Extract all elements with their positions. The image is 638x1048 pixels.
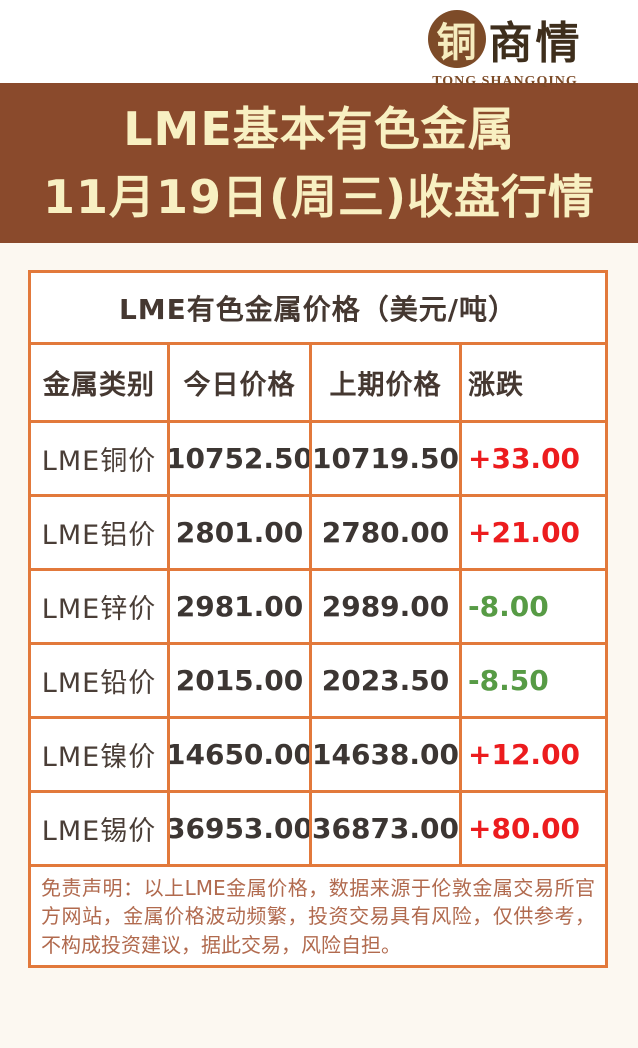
previous-price-cell: 2989.00 xyxy=(312,571,462,642)
metal-name-cell: LME铜价 xyxy=(31,423,170,494)
banner-title-line2: 11月19日(周三)收盘行情 xyxy=(42,170,596,225)
price-table-card: LME有色金属价格（美元/吨） 金属类别 今日价格 上期价格 涨跌 LME铜价 … xyxy=(28,270,608,969)
previous-price-cell: 36873.00 xyxy=(312,793,462,864)
previous-price-cell: 10719.50 xyxy=(312,423,462,494)
table-header-row: 金属类别 今日价格 上期价格 涨跌 xyxy=(31,345,605,420)
table-row: LME铅价 2015.00 2023.50 -8.50 xyxy=(31,642,605,716)
change-cell: +33.00 xyxy=(468,442,581,475)
change-cell: -8.50 xyxy=(468,664,549,697)
previous-price-cell: 2023.50 xyxy=(312,645,462,716)
disclaimer-text: 免责声明：以上LME金属价格，数据来源于伦敦金属交易所官方网站，金属价格波动频繁… xyxy=(31,864,605,965)
previous-price-cell: 2780.00 xyxy=(312,497,462,568)
column-header-previous: 上期价格 xyxy=(312,345,462,420)
change-cell: +80.00 xyxy=(468,812,581,845)
table-row: LME镍价 14650.00 14638.00 +12.00 xyxy=(31,716,605,790)
logo-circle-char: 铜 xyxy=(436,20,477,66)
metal-name-cell: LME铝价 xyxy=(31,497,170,568)
today-price-cell: 2801.00 xyxy=(170,497,312,568)
title-banner: LME基本有色金属 11月19日(周三)收盘行情 xyxy=(0,83,638,243)
metal-name-cell: LME镍价 xyxy=(31,719,170,790)
today-price-cell: 14650.00 xyxy=(170,719,312,790)
table-row: LME锡价 36953.00 36873.00 +80.00 xyxy=(31,790,605,864)
metal-name-cell: LME铅价 xyxy=(31,645,170,716)
metal-name-cell: LME锡价 xyxy=(31,793,170,864)
today-price-cell: 36953.00 xyxy=(170,793,312,864)
today-price-cell: 2981.00 xyxy=(170,571,312,642)
table-row: LME锌价 2981.00 2989.00 -8.00 xyxy=(31,568,605,642)
change-cell: -8.00 xyxy=(468,590,549,623)
table-row: LME铜价 10752.50 10719.50 +33.00 xyxy=(31,420,605,494)
logo-circle-icon: 铜 xyxy=(427,10,486,68)
top-header: 铜 商情 TONG SHANGQING xyxy=(0,0,638,89)
today-price-cell: 10752.50 xyxy=(170,423,312,494)
banner-title-line1: LME基本有色金属 xyxy=(123,101,515,156)
previous-price-cell: 14638.00 xyxy=(312,719,462,790)
change-cell: +21.00 xyxy=(468,516,581,549)
table-body: LME铜价 10752.50 10719.50 +33.00 LME铝价 280… xyxy=(31,420,605,864)
today-price-cell: 2015.00 xyxy=(170,645,312,716)
table-title: LME有色金属价格（美元/吨） xyxy=(31,273,605,345)
logo-brand-text: 商情 xyxy=(488,18,583,69)
column-header-metal: 金属类别 xyxy=(31,345,170,420)
content-area: LME有色金属价格（美元/吨） 金属类别 今日价格 上期价格 涨跌 LME铜价 … xyxy=(0,243,638,1048)
brand-logo: 铜 商情 TONG SHANGQING xyxy=(420,7,590,90)
metal-name-cell: LME锌价 xyxy=(31,571,170,642)
column-header-change: 涨跌 xyxy=(468,370,524,401)
column-header-today: 今日价格 xyxy=(170,345,312,420)
logo-romanized-text: TONG SHANGQING xyxy=(432,74,578,89)
table-row: LME铝价 2801.00 2780.00 +21.00 xyxy=(31,494,605,568)
change-cell: +12.00 xyxy=(468,738,581,771)
